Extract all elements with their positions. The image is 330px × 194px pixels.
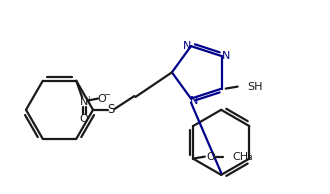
Text: SH: SH [248,82,263,92]
Text: CH₃: CH₃ [232,152,253,162]
Text: +: + [85,94,92,104]
Text: O: O [80,114,88,124]
Text: −: − [103,91,110,100]
Text: S: S [107,103,115,116]
Text: N: N [80,97,88,107]
Text: N: N [221,51,230,61]
Text: N: N [190,96,198,106]
Text: O: O [206,152,215,162]
Text: O: O [98,94,106,104]
Text: N: N [183,41,191,51]
